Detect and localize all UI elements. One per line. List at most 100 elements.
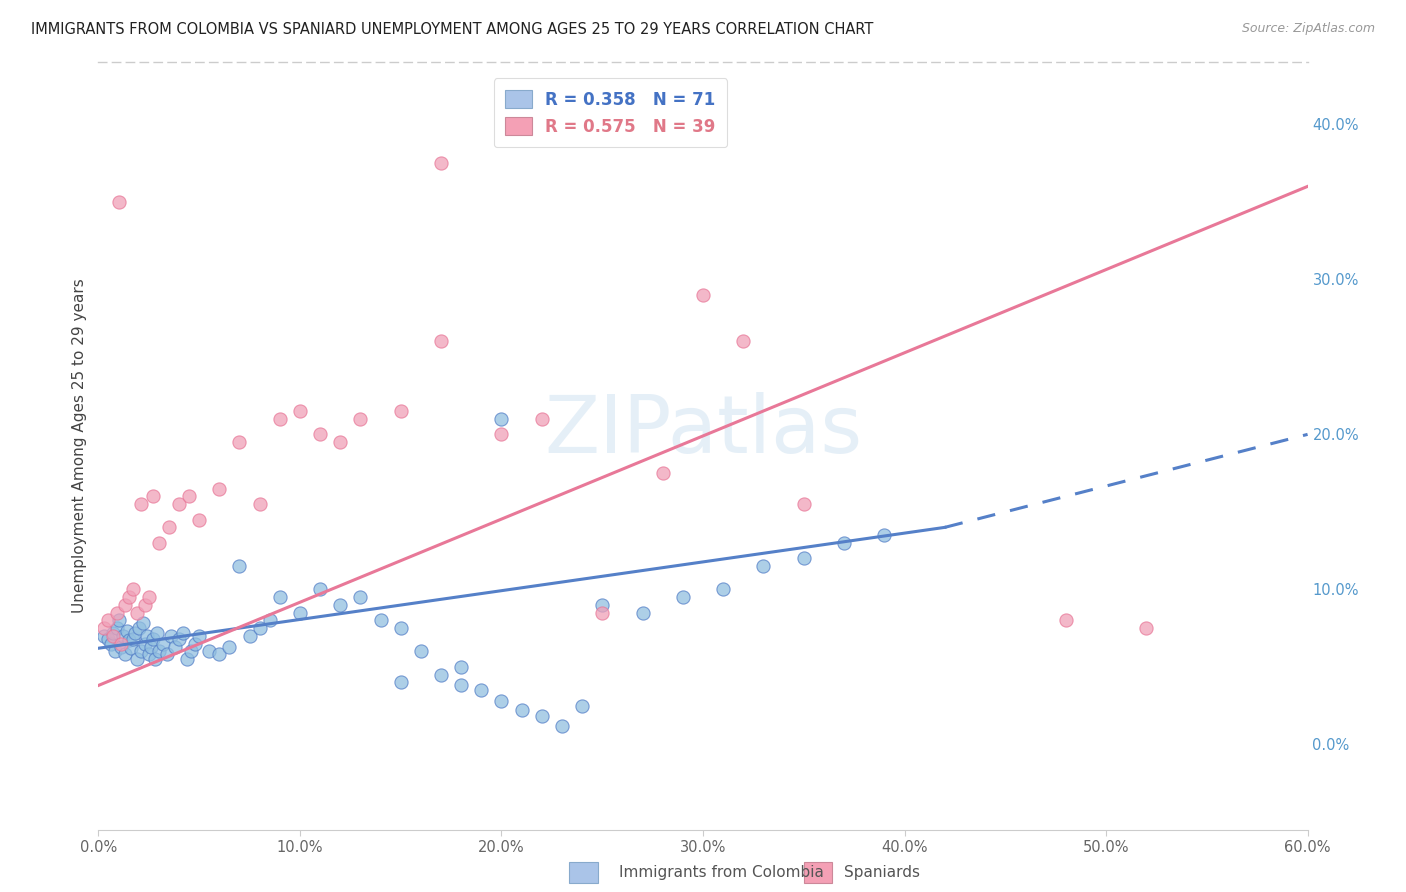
Point bbox=[110, 637, 132, 651]
Point bbox=[143, 652, 166, 666]
Point bbox=[134, 598, 156, 612]
Point bbox=[188, 629, 211, 643]
Point bbox=[128, 621, 150, 635]
Point bbox=[510, 703, 533, 717]
Point bbox=[288, 404, 311, 418]
Point bbox=[97, 613, 120, 627]
Point bbox=[218, 640, 240, 654]
Point bbox=[179, 489, 201, 503]
Point bbox=[259, 613, 281, 627]
Point bbox=[142, 489, 165, 503]
Point bbox=[188, 513, 211, 527]
Point bbox=[793, 497, 815, 511]
Point bbox=[430, 334, 453, 349]
Point bbox=[167, 497, 190, 511]
Point bbox=[631, 606, 654, 620]
Point bbox=[105, 621, 128, 635]
Point bbox=[107, 194, 129, 209]
Point bbox=[591, 606, 613, 620]
Point bbox=[672, 590, 695, 604]
Point bbox=[1135, 621, 1157, 635]
Point bbox=[752, 559, 775, 574]
Point bbox=[101, 629, 124, 643]
Point bbox=[167, 632, 190, 646]
Point bbox=[163, 640, 186, 654]
Point bbox=[228, 559, 250, 574]
Point bbox=[114, 598, 136, 612]
Point bbox=[135, 629, 157, 643]
Point bbox=[239, 629, 262, 643]
Point bbox=[370, 613, 392, 627]
Point bbox=[107, 613, 129, 627]
Point bbox=[157, 520, 180, 534]
Point bbox=[249, 621, 271, 635]
Point bbox=[288, 606, 311, 620]
Point bbox=[176, 652, 198, 666]
Point bbox=[118, 633, 141, 648]
Point bbox=[591, 598, 613, 612]
Point bbox=[148, 644, 170, 658]
Point bbox=[132, 616, 155, 631]
Text: ZIPatlas: ZIPatlas bbox=[544, 392, 862, 470]
Point bbox=[146, 625, 169, 640]
Point bbox=[125, 652, 148, 666]
Point bbox=[208, 482, 231, 496]
Point bbox=[105, 606, 128, 620]
Point bbox=[329, 435, 352, 450]
Point bbox=[180, 644, 202, 658]
Point bbox=[692, 288, 714, 302]
Y-axis label: Unemployment Among Ages 25 to 29 years: Unemployment Among Ages 25 to 29 years bbox=[72, 278, 87, 614]
Point bbox=[129, 497, 152, 511]
Point bbox=[329, 598, 352, 612]
Point bbox=[269, 590, 291, 604]
Point bbox=[138, 648, 160, 662]
Point bbox=[110, 640, 132, 654]
Point bbox=[430, 156, 453, 170]
Point bbox=[111, 629, 134, 643]
Legend: R = 0.358   N = 71, R = 0.575   N = 39: R = 0.358 N = 71, R = 0.575 N = 39 bbox=[494, 78, 727, 147]
Point bbox=[733, 334, 755, 349]
Point bbox=[389, 675, 412, 690]
Point bbox=[389, 404, 412, 418]
Point bbox=[228, 435, 250, 450]
Point bbox=[118, 590, 141, 604]
Point bbox=[491, 412, 513, 426]
Point bbox=[430, 667, 453, 681]
Point bbox=[309, 427, 332, 442]
Point bbox=[491, 427, 513, 442]
Point bbox=[309, 582, 332, 597]
Point bbox=[125, 606, 148, 620]
Point bbox=[184, 637, 207, 651]
Point bbox=[115, 624, 138, 639]
Point bbox=[530, 709, 553, 723]
Text: Spaniards: Spaniards bbox=[844, 865, 920, 880]
Point bbox=[93, 629, 115, 643]
Point bbox=[114, 648, 136, 662]
Point bbox=[152, 637, 174, 651]
Point bbox=[103, 644, 125, 658]
Point bbox=[450, 678, 472, 692]
Point bbox=[160, 629, 183, 643]
Point bbox=[100, 637, 122, 651]
Point bbox=[711, 582, 734, 597]
Point bbox=[349, 590, 371, 604]
Point bbox=[148, 536, 170, 550]
Point bbox=[124, 625, 146, 640]
Point bbox=[571, 698, 593, 713]
Point bbox=[349, 412, 371, 426]
Point bbox=[134, 637, 156, 651]
Point bbox=[172, 625, 194, 640]
Point bbox=[551, 719, 574, 733]
Text: Immigrants from Colombia: Immigrants from Colombia bbox=[619, 865, 824, 880]
Point bbox=[389, 621, 412, 635]
Point bbox=[93, 621, 115, 635]
Point bbox=[156, 648, 179, 662]
Text: Source: ZipAtlas.com: Source: ZipAtlas.com bbox=[1241, 22, 1375, 36]
Text: IMMIGRANTS FROM COLOMBIA VS SPANIARD UNEMPLOYMENT AMONG AGES 25 TO 29 YEARS CORR: IMMIGRANTS FROM COLOMBIA VS SPANIARD UNE… bbox=[31, 22, 873, 37]
Point bbox=[530, 412, 553, 426]
Point bbox=[470, 683, 492, 698]
Point bbox=[269, 412, 291, 426]
Point bbox=[491, 694, 513, 708]
Point bbox=[409, 644, 432, 658]
Point bbox=[208, 648, 231, 662]
